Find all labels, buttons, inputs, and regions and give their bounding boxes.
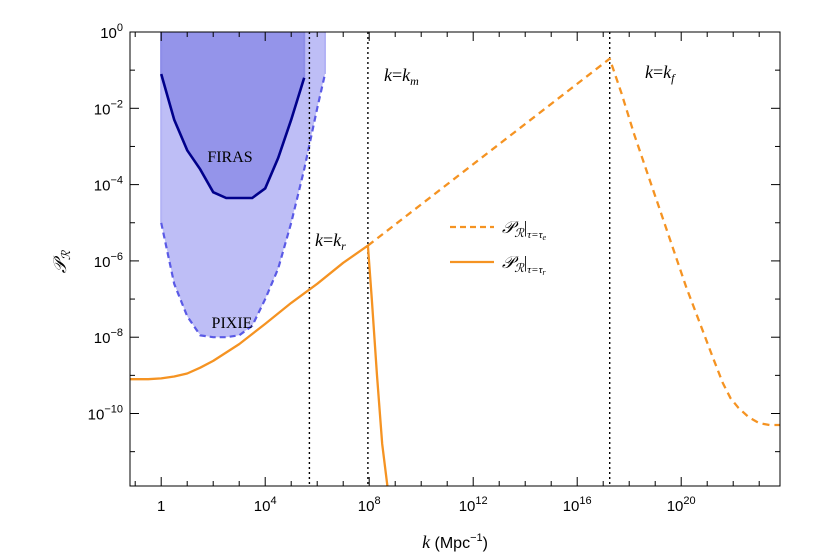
- x-tick-label: 1: [157, 498, 165, 515]
- region-firas: [161, 32, 305, 198]
- regions: [159, 32, 327, 339]
- x-tick-label: 1020: [667, 495, 696, 515]
- legend-label-tau-r: 𝒫ℛ|τ=τr: [502, 253, 547, 277]
- y-tick-label: 100: [100, 22, 123, 42]
- x-tick-label: 108: [358, 495, 381, 515]
- x-tick-label: 1012: [459, 495, 488, 515]
- vline-label-kf: k=kf: [645, 62, 676, 85]
- y-tick-label: 10−4: [94, 175, 123, 195]
- series-lines: [130, 57, 780, 486]
- x-axis-label: k (Mpc−1): [422, 532, 488, 552]
- series-line-tau-e: [367, 57, 780, 427]
- x-tick-label: 1016: [563, 495, 592, 515]
- label-pixie: PIXIE: [212, 315, 253, 332]
- y-tick-label: 10−8: [94, 327, 123, 347]
- label-firas: FIRAS: [207, 149, 252, 166]
- tick-labels: 1 104 108 1012 1016 1020 100 10−2 10−4 10−6 10−8 10…: [88, 22, 696, 515]
- tick-marks: [130, 31, 780, 486]
- vertical-lines: [308, 32, 611, 486]
- y-tick-label: 10−10: [88, 404, 123, 424]
- y-tick-label: 10−2: [94, 98, 123, 118]
- vline-label-kr: k=kr: [315, 230, 346, 253]
- legend-label-tau-e: 𝒫ℛ|τ=τe: [502, 218, 547, 242]
- y-tick-label: 10−6: [94, 251, 123, 271]
- plot-frame: [129, 31, 781, 487]
- y-axis-label: 𝒫ℛ: [50, 249, 73, 273]
- series-line-tau-r: [130, 244, 389, 486]
- region-pixie-boundary: [160, 73, 327, 339]
- x-tick-label: 104: [254, 495, 277, 515]
- vline-label-km: k=km: [384, 65, 419, 88]
- region-firas-boundary: [159, 73, 306, 200]
- legend: 𝒫ℛ|τ=τe 𝒫ℛ|τ=τr: [450, 218, 547, 277]
